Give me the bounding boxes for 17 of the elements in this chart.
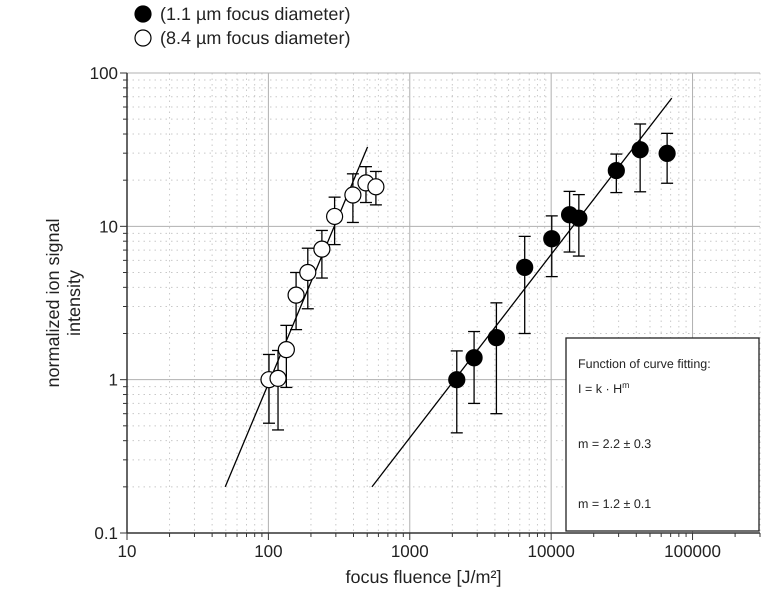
x-tick-label: 10 (118, 542, 136, 561)
y-axis-title: normalized ion signal intensity (43, 218, 84, 388)
x-tick-label: 1000 (390, 542, 429, 561)
y-tick-label: 1 (108, 370, 118, 390)
x-axis-title: focus fluence [J/m²] (345, 567, 502, 587)
annotation: m = 1.2 ± 0.1 (578, 497, 652, 511)
annotation: Function of curve fitting: (578, 357, 711, 371)
legend-label: (8.4 µm focus diameter) (160, 28, 350, 48)
x-tick-label: 100 (254, 542, 283, 561)
y-tick-label: 100 (90, 64, 118, 83)
y-tick-label: 10 (99, 217, 118, 236)
annotation: m = 2.2 ± 0.3 (578, 437, 652, 451)
annotation: I = k · H$^{m}$ (578, 380, 630, 396)
x-tick-label: 100000 (664, 542, 721, 561)
x-tick-label: 10000 (528, 542, 575, 561)
y-tick-label: 0.1 (94, 524, 118, 543)
legend-label: (1.1 µm focus diameter) (160, 4, 350, 24)
